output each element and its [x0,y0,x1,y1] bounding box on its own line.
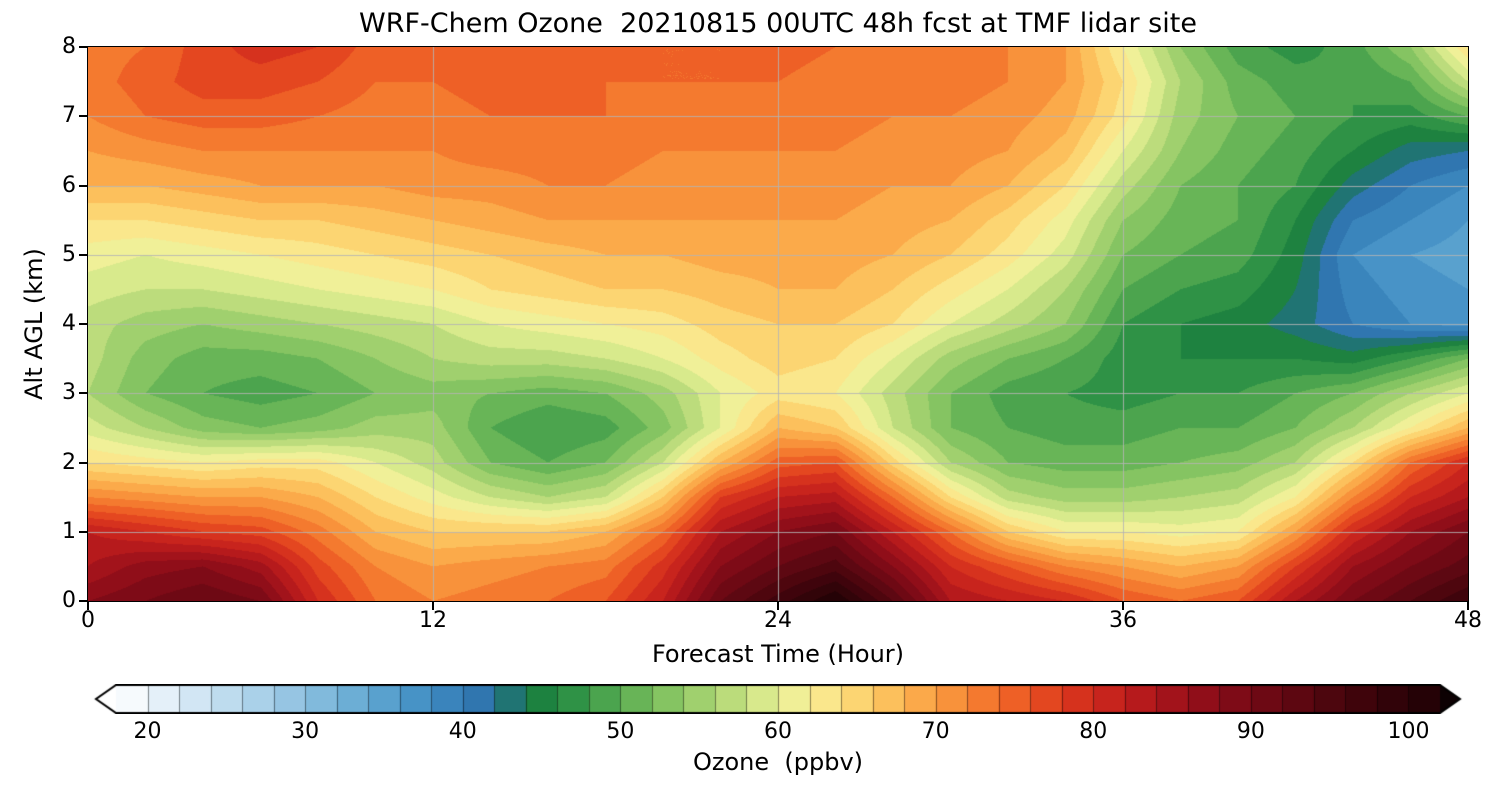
y-tick-label: 5 [62,241,76,267]
x-tick-label: 36 [1109,608,1137,633]
x-tick-mark [1467,602,1469,610]
y-tick-mark [79,46,87,48]
x-tick-mark [87,602,89,610]
x-tick-mark [1122,602,1124,610]
colorbar-tick-label: 30 [291,719,320,744]
x-tick-label: 12 [419,608,447,633]
y-tick-mark [79,530,87,533]
colorbar-canvas [88,684,1468,714]
y-tick-label: 8 [62,34,76,59]
y-tick-mark [79,392,87,395]
y-tick-label: 2 [62,449,76,475]
x-axis-label: Forecast Time (Hour) [651,640,905,668]
x-tick-mark [777,602,779,610]
y-tick-mark [79,461,87,464]
y-tick-mark [79,323,87,325]
y-tick-label: 4 [62,311,76,336]
y-tick-mark [79,253,87,256]
colorbar-tick-label: 70 [921,719,950,744]
y-tick-mark [79,115,87,118]
chart-title: WRF-Chem Ozone 20210815 00UTC 48h fcst a… [359,8,1197,39]
colorbar-label: Ozone (ppbv) [692,748,864,776]
colorbar-tick-label: 100 [1387,719,1430,744]
colorbar-tick-label: 80 [1079,719,1108,744]
heatmap-canvas [88,47,1468,601]
plot-area [87,46,1469,602]
y-tick-label: 0 [62,588,76,613]
colorbar-tick-label: 40 [448,719,477,744]
y-tick-mark [79,600,87,602]
y-tick-mark [79,184,87,187]
colorbar-tick-label: 60 [764,719,792,744]
y-tick-label: 7 [62,103,76,129]
colorbar-tick-label: 90 [1236,719,1265,744]
x-tick-label: 0 [81,608,95,633]
colorbar-tick-label: 50 [606,719,635,744]
y-tick-label: 3 [62,380,76,406]
x-tick-label: 48 [1454,608,1482,633]
y-tick-label: 1 [62,518,76,544]
x-tick-label: 24 [764,608,792,633]
colorbar-tick-label: 20 [133,719,162,744]
x-tick-mark [432,602,434,610]
y-tick-label: 6 [62,172,76,198]
